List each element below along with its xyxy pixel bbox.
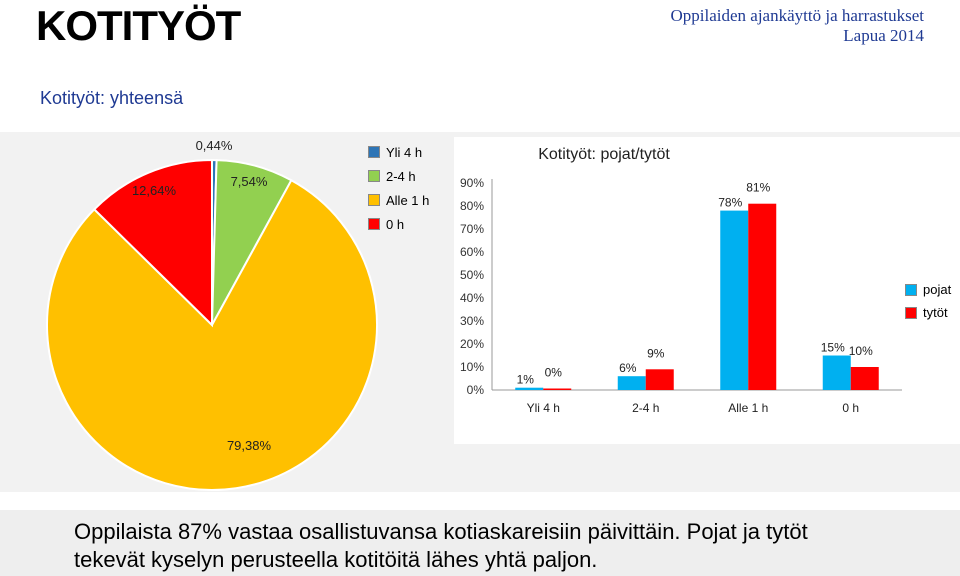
legend-label: Yli 4 h xyxy=(386,144,423,160)
bar-data-label: 9% xyxy=(647,346,665,360)
summary-box: Oppilaista 87% vastaa osallistuvansa kot… xyxy=(0,510,960,576)
summary-text: Oppilaista 87% vastaa osallistuvansa kot… xyxy=(74,518,808,574)
bar-data-label: 81% xyxy=(746,181,770,195)
bar xyxy=(822,355,851,390)
bar-data-label: 1% xyxy=(517,373,535,387)
y-tick-label: 70% xyxy=(460,222,484,236)
bar-legend: pojat tytöt xyxy=(905,278,951,324)
bar xyxy=(850,367,879,390)
legend-item: 0 h xyxy=(368,212,429,236)
legend-label: pojat xyxy=(923,282,952,297)
pie-data-label: 0,44% xyxy=(196,138,233,153)
legend-item: Alle 1 h xyxy=(368,188,429,212)
pie-slice xyxy=(92,158,213,328)
summary-line-1: Oppilaista 87% vastaa osallistuvansa kot… xyxy=(74,519,808,544)
legend-item: pojat xyxy=(905,278,951,301)
y-tick-label: 0% xyxy=(467,383,485,397)
bar-chart-panel: Kotityöt: pojat/tytöt 0% 10% 20% 30% 40% 50% 60… xyxy=(454,137,960,444)
bar-chart: Kotityöt: pojat/tytöt 0% 10% 20% 30% 40% 50% 60… xyxy=(460,146,902,415)
legend-label: 2-4 h xyxy=(386,168,416,184)
x-tick-label: Alle 1 h xyxy=(728,401,768,415)
bar-data-label: 10% xyxy=(849,344,873,358)
legend-label: Alle 1 h xyxy=(386,192,430,208)
x-tick-label: 2-4 h xyxy=(632,401,659,415)
bar xyxy=(645,369,674,390)
y-tick-label: 10% xyxy=(460,360,484,374)
bar-chart-title: Kotityöt: pojat/tytöt xyxy=(538,146,670,163)
pie-data-label: 79,38% xyxy=(227,438,272,453)
bar xyxy=(617,376,646,390)
bar xyxy=(720,210,749,390)
summary-line-2: tekevät kyselyn perusteella kotitöitä lä… xyxy=(74,547,598,572)
page-title: KOTITYÖT xyxy=(36,2,241,49)
legend-item: 2-4 h xyxy=(368,164,429,188)
pie-data-label: 12,64% xyxy=(132,183,177,198)
pie-chart: 0,44% 7,54% 79,38% 12,64% xyxy=(46,138,378,491)
x-tick-label: 0 h xyxy=(842,401,859,415)
y-tick-label: 80% xyxy=(460,199,484,213)
legend-label: 0 h xyxy=(386,216,405,232)
bar xyxy=(543,388,572,390)
legend-item: Yli 4 h xyxy=(368,140,429,164)
bar-data-label: 78% xyxy=(718,196,742,210)
bar-data-label: 6% xyxy=(619,361,637,375)
legend-item: tytöt xyxy=(905,301,951,324)
y-tick-label: 30% xyxy=(460,314,484,328)
bar xyxy=(748,203,777,390)
bar xyxy=(515,387,544,390)
x-tick-label: Yli 4 h xyxy=(527,401,560,415)
y-tick-label: 50% xyxy=(460,268,484,282)
org-line-2: Lapua 2014 xyxy=(843,26,924,45)
y-tick-label: 60% xyxy=(460,245,484,259)
org-line-1: Oppilaiden ajankäyttö ja harrastukset xyxy=(670,6,925,25)
pie-data-label: 7,54% xyxy=(231,174,268,189)
chart-subtitle: Kotityöt: yhteensä xyxy=(40,88,184,108)
pie-legend: Yli 4 h 2-4 h Alle 1 h 0 h xyxy=(368,140,429,236)
legend-label: tytöt xyxy=(923,305,948,320)
bar-data-label: 0% xyxy=(545,366,563,380)
y-tick-label: 90% xyxy=(460,176,484,190)
pie-slice xyxy=(46,178,378,491)
y-tick-label: 40% xyxy=(460,291,484,305)
y-tick-label: 20% xyxy=(460,337,484,351)
org-info: Oppilaiden ajankäyttö ja harrastukset La… xyxy=(671,6,925,46)
bar-data-label: 15% xyxy=(821,341,845,355)
